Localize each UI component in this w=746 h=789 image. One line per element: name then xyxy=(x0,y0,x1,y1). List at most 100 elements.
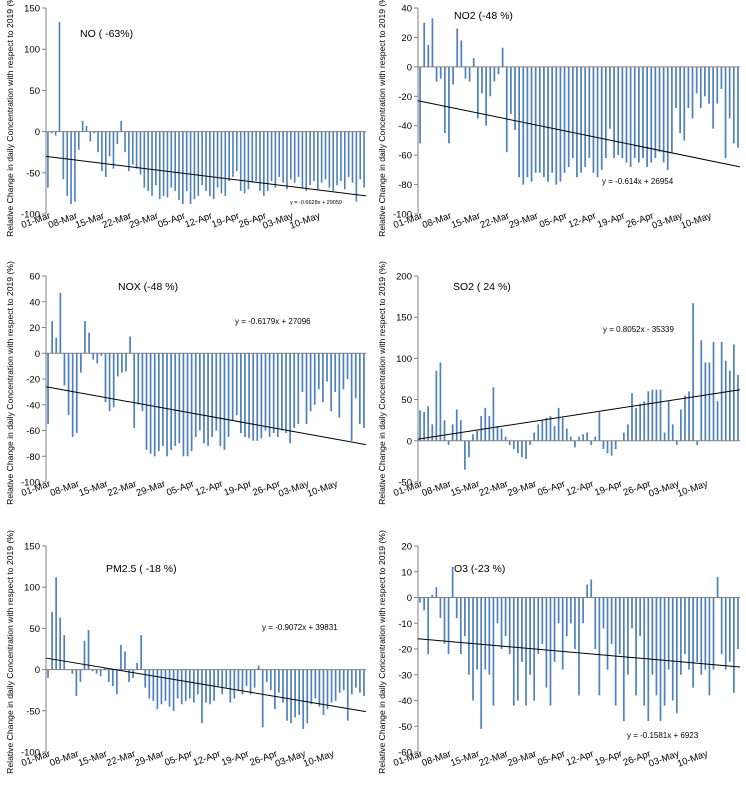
bar xyxy=(166,353,168,457)
bar xyxy=(476,430,478,441)
bar xyxy=(574,440,576,448)
bar xyxy=(132,669,134,678)
bar xyxy=(435,66,438,82)
bar xyxy=(567,66,570,167)
bar xyxy=(157,353,160,452)
x-tick-label: 29-Mar xyxy=(506,478,538,499)
bar xyxy=(439,66,442,79)
bar xyxy=(609,66,611,129)
bar xyxy=(569,436,572,441)
bar xyxy=(455,597,458,619)
bar xyxy=(247,131,250,190)
bar xyxy=(124,131,126,153)
y-tick-label: 0 xyxy=(407,593,412,604)
bar xyxy=(342,669,345,691)
bar xyxy=(140,634,143,670)
bar xyxy=(631,393,633,441)
bar xyxy=(128,131,130,172)
bar xyxy=(99,669,102,677)
chart-panel-4: Relative Change in daily Concentration w… xyxy=(377,261,741,505)
bar xyxy=(602,440,605,450)
bar xyxy=(268,353,271,437)
bar xyxy=(704,597,707,670)
bar xyxy=(622,597,625,722)
bar xyxy=(614,597,617,706)
bar xyxy=(680,597,682,675)
bar xyxy=(193,669,195,703)
bar xyxy=(683,66,686,141)
bar xyxy=(592,66,595,173)
bar xyxy=(301,353,304,392)
bar xyxy=(488,597,491,675)
bar xyxy=(243,131,246,194)
bar xyxy=(205,131,207,191)
bar xyxy=(359,669,361,693)
bar xyxy=(103,667,106,670)
bar xyxy=(423,597,425,611)
bar xyxy=(286,131,288,190)
bar xyxy=(518,66,520,178)
x-tick-label: 22-Mar xyxy=(479,210,511,231)
bar xyxy=(688,597,690,670)
trend-line xyxy=(417,389,741,440)
bar xyxy=(712,597,715,670)
bar xyxy=(133,353,136,428)
bar xyxy=(533,432,536,441)
bar xyxy=(720,341,723,441)
bar xyxy=(112,353,115,408)
x-tick-label: 10-May xyxy=(302,748,336,769)
bar xyxy=(225,669,228,688)
bar xyxy=(80,353,82,373)
bar xyxy=(334,669,337,701)
bar xyxy=(62,131,65,180)
bar xyxy=(456,28,459,67)
chart-title: NOX (-48 %) xyxy=(118,281,178,293)
x-tick-label: 08-Mar xyxy=(421,210,453,231)
chart-panel-3: Relative Change in daily Concentration w… xyxy=(5,261,367,505)
bar xyxy=(537,597,540,655)
bar xyxy=(305,353,308,425)
bar xyxy=(302,669,305,729)
bar xyxy=(708,66,710,104)
bar xyxy=(695,66,698,94)
bar xyxy=(667,401,670,441)
bar xyxy=(590,579,593,598)
bar xyxy=(455,409,458,441)
x-tick-label: 22-Mar xyxy=(106,478,138,499)
bar xyxy=(66,131,69,196)
bar xyxy=(340,131,342,182)
bar xyxy=(363,353,365,428)
bar xyxy=(336,131,338,186)
bar xyxy=(637,66,640,163)
bar xyxy=(229,669,232,703)
y-tick-label: -40 xyxy=(398,696,412,707)
bar xyxy=(47,353,49,425)
bar xyxy=(675,597,678,714)
bar xyxy=(224,131,227,196)
bar xyxy=(248,353,250,439)
x-tick-label: 15-Mar xyxy=(77,748,109,769)
bar xyxy=(355,131,358,202)
bar xyxy=(712,341,715,441)
bar xyxy=(427,406,430,441)
bar xyxy=(468,597,470,675)
bar xyxy=(468,440,470,458)
trend-line xyxy=(45,155,367,197)
bar xyxy=(67,353,70,416)
bar xyxy=(557,407,560,441)
bar xyxy=(59,292,62,354)
bar xyxy=(547,66,549,182)
bar xyxy=(699,66,702,109)
bar xyxy=(654,66,657,159)
bar xyxy=(207,353,209,446)
bar xyxy=(77,131,80,150)
bar xyxy=(350,669,353,695)
bar xyxy=(326,669,329,710)
bar xyxy=(180,669,183,705)
x-tick-label: 12-Apr xyxy=(194,478,225,498)
bar xyxy=(188,669,191,699)
bar xyxy=(236,131,238,172)
bar xyxy=(272,353,275,434)
bar xyxy=(347,131,350,177)
bar xyxy=(545,417,548,441)
